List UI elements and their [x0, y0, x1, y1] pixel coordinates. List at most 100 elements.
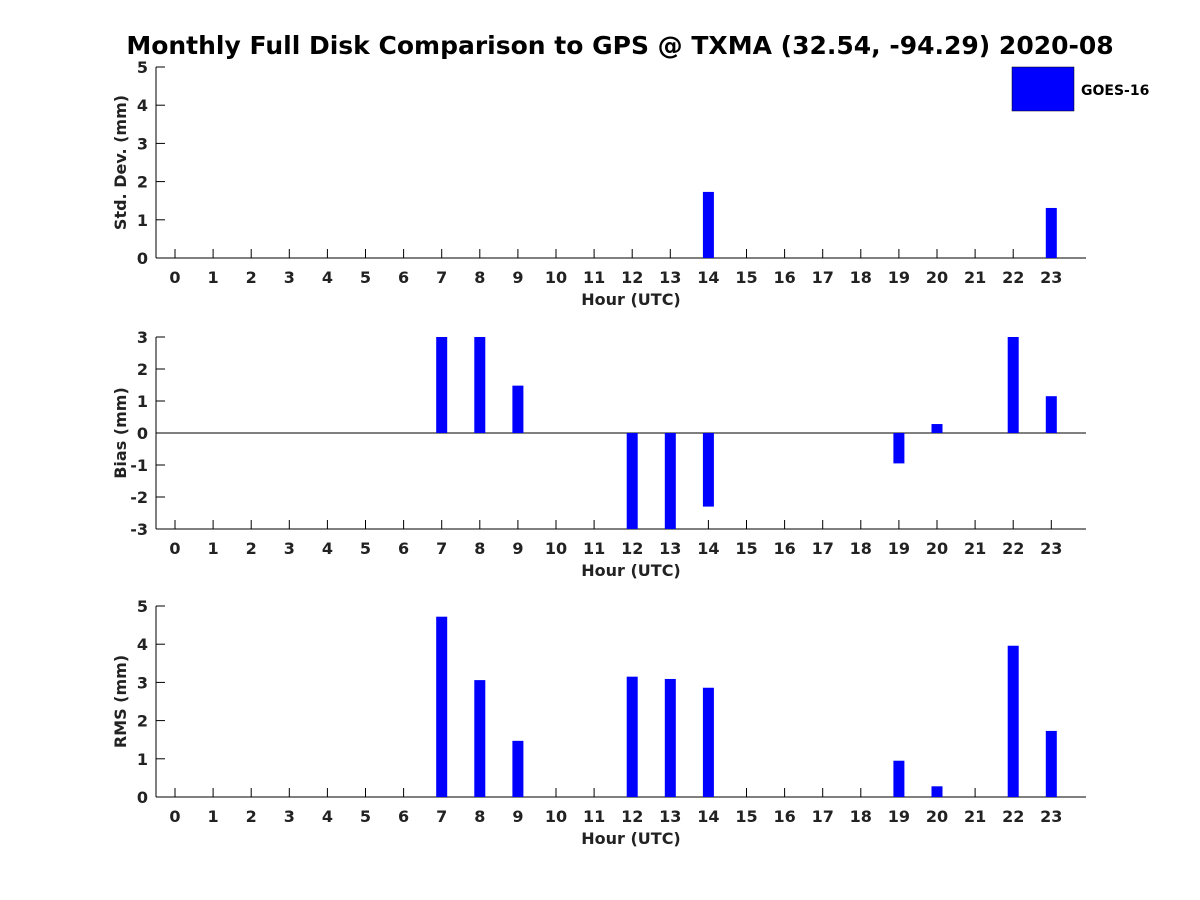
bias-bar-hour-14: [702, 433, 714, 507]
bias-y-tick-label: 1: [137, 392, 148, 411]
stddev-y-tick-label: 0: [137, 249, 148, 268]
rms-bar-hour-13: [664, 678, 676, 797]
bias-bar-hour-20: [931, 424, 943, 433]
stddev-x-tick-label: 1: [208, 268, 219, 287]
rms-x-tick-label: 14: [697, 807, 719, 826]
stddev-bar-hour-23: [1045, 207, 1057, 258]
bias-x-tick-label: 17: [812, 539, 834, 558]
bias-x-tick-label: 0: [169, 539, 180, 558]
stddev-bar-hour-14: [702, 191, 714, 258]
rms-x-tick-label: 12: [621, 807, 643, 826]
bias-x-axis-label: Hour (UTC): [581, 561, 681, 580]
rms-x-tick-label: 7: [436, 807, 447, 826]
stddev-x-tick-label: 7: [436, 268, 447, 287]
stddev-x-tick-label: 5: [360, 268, 371, 287]
bias-bar-hour-13: [664, 433, 676, 529]
stddev-x-tick-label: 23: [1040, 268, 1062, 287]
bias-x-tick-label: 16: [773, 539, 795, 558]
bias-bar-hour-12: [626, 433, 638, 529]
rms-x-tick-label: 0: [169, 807, 180, 826]
rms-x-tick-label: 23: [1040, 807, 1062, 826]
stddev-x-tick-label: 4: [322, 268, 333, 287]
stddev-x-tick-label: 8: [474, 268, 485, 287]
stddev-x-tick-label: 3: [284, 268, 295, 287]
bias-x-tick-label: 15: [735, 539, 757, 558]
rms-bar-hour-9: [512, 740, 524, 797]
stddev-x-tick-label: 19: [888, 268, 910, 287]
bias-x-tick-label: 22: [1002, 539, 1024, 558]
rms-x-tick-label: 16: [773, 807, 795, 826]
bias-bar-hour-7: [436, 337, 448, 433]
bias-y-tick-label: -3: [130, 520, 148, 539]
bias-x-tick-label: 2: [246, 539, 257, 558]
rms-bar-hour-14: [702, 687, 714, 797]
rms-x-tick-label: 21: [964, 807, 986, 826]
bias-x-tick-label: 13: [659, 539, 681, 558]
chart-title: Monthly Full Disk Comparison to GPS @ TX…: [126, 31, 1113, 60]
rms-y-tick-label: 2: [137, 712, 148, 731]
rms-x-tick-label: 2: [246, 807, 257, 826]
bias-y-tick-label: 3: [137, 328, 148, 347]
bias-x-tick-label: 6: [398, 539, 409, 558]
rms-y-tick-label: 1: [137, 750, 148, 769]
stddev-x-tick-label: 14: [697, 268, 719, 287]
rms-x-axis-label: Hour (UTC): [581, 829, 681, 848]
stddev-y-tick-label: 5: [137, 58, 148, 77]
bias-x-tick-label: 4: [322, 539, 333, 558]
rms-bar-hour-19: [893, 760, 905, 797]
stddev-y-tick-label: 2: [137, 173, 148, 192]
rms-y-tick-label: 4: [137, 635, 148, 654]
rms-x-tick-label: 10: [545, 807, 567, 826]
bias-x-tick-label: 5: [360, 539, 371, 558]
stddev-x-tick-label: 22: [1002, 268, 1024, 287]
rms-bar-hour-22: [1007, 645, 1019, 797]
rms-x-tick-label: 19: [888, 807, 910, 826]
legend-label: GOES-16: [1081, 83, 1149, 99]
rms-bar-hour-7: [436, 616, 448, 797]
rms-bar-hour-12: [626, 676, 638, 797]
rms-bar-hour-8: [474, 680, 486, 797]
bias-x-tick-label: 20: [926, 539, 948, 558]
bias-bar-hour-22: [1007, 337, 1019, 433]
bias-x-tick-label: 3: [284, 539, 295, 558]
stddev-y-tick-label: 4: [137, 96, 148, 115]
bias-y-tick-label: -1: [130, 456, 148, 475]
stddev-x-tick-label: 21: [964, 268, 986, 287]
stddev-x-tick-label: 10: [545, 268, 567, 287]
rms-x-tick-label: 15: [735, 807, 757, 826]
rms-x-tick-label: 18: [850, 807, 872, 826]
rms-x-tick-label: 17: [812, 807, 834, 826]
rms-x-tick-label: 4: [322, 807, 333, 826]
rms-y-tick-label: 3: [137, 673, 148, 692]
stddev-x-tick-label: 9: [512, 268, 523, 287]
bias-bar-hour-19: [893, 433, 905, 464]
rms-x-tick-label: 8: [474, 807, 485, 826]
rms-x-tick-label: 1: [208, 807, 219, 826]
bias-x-tick-label: 14: [697, 539, 719, 558]
stddev-x-tick-label: 0: [169, 268, 180, 287]
rms-y-tick-label: 0: [137, 788, 148, 807]
bias-x-tick-label: 12: [621, 539, 643, 558]
stddev-x-tick-label: 13: [659, 268, 681, 287]
rms-x-tick-label: 3: [284, 807, 295, 826]
bias-y-axis-label: Bias (mm): [111, 387, 130, 479]
stddev-x-tick-label: 2: [246, 268, 257, 287]
stddev-x-tick-label: 12: [621, 268, 643, 287]
bias-x-tick-label: 9: [512, 539, 523, 558]
bias-bar-hour-9: [512, 385, 524, 433]
stddev-x-tick-label: 11: [583, 268, 605, 287]
rms-x-tick-label: 20: [926, 807, 948, 826]
rms-x-tick-label: 6: [398, 807, 409, 826]
stddev-x-tick-label: 15: [735, 268, 757, 287]
bias-y-tick-label: 2: [137, 360, 148, 379]
bias-x-tick-label: 7: [436, 539, 447, 558]
stddev-x-tick-label: 6: [398, 268, 409, 287]
stddev-y-tick-label: 3: [137, 134, 148, 153]
stddev-x-tick-label: 17: [812, 268, 834, 287]
rms-bar-hour-20: [931, 786, 943, 797]
bias-bar-hour-23: [1045, 396, 1057, 433]
